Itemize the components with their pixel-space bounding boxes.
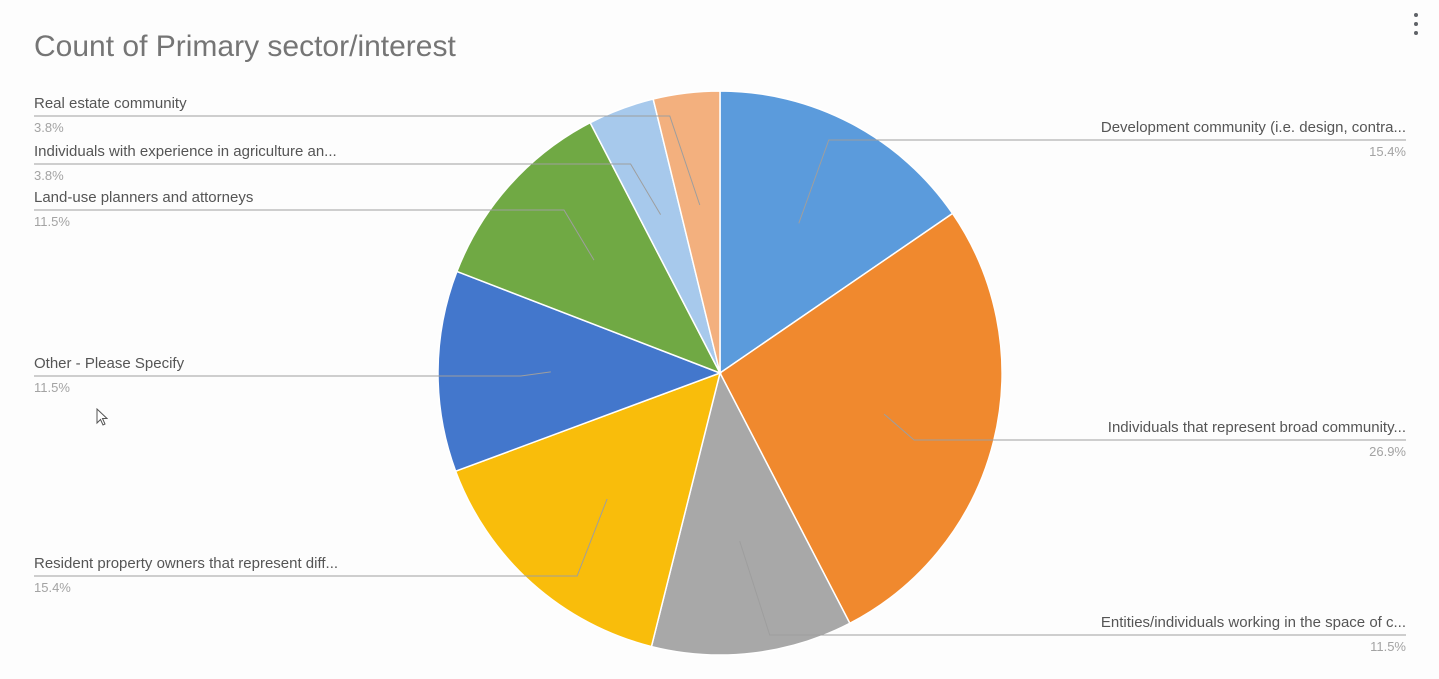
leader-line	[883, 413, 1406, 441]
slice-percent-label: 15.4%	[1369, 144, 1406, 159]
leader-line	[798, 139, 1406, 224]
slice-percent-label: 11.5%	[34, 214, 70, 229]
pie-slice[interactable]	[437, 270, 723, 473]
pie-slice[interactable]	[455, 121, 722, 375]
slice-percent-label: 11.5%	[1370, 639, 1406, 654]
slice-label: Entities/individuals working in the spac…	[1101, 614, 1406, 631]
leader-lines	[34, 115, 1406, 636]
slice-percent-label: 3.8%	[34, 120, 64, 135]
slice-label: Individuals that represent broad communi…	[1108, 419, 1406, 436]
leader-line	[34, 371, 551, 377]
menu-dot	[1414, 21, 1418, 26]
pie-slice[interactable]	[719, 90, 954, 375]
mouse-pointer-icon	[96, 408, 108, 426]
slice-percent-label: 15.4%	[34, 580, 71, 595]
pie-slice[interactable]	[650, 370, 851, 656]
menu-dot	[1414, 31, 1418, 36]
leader-line	[34, 115, 701, 206]
pie-slice[interactable]	[719, 212, 1003, 625]
pie-slices	[437, 90, 1003, 656]
pie-slice[interactable]	[652, 90, 721, 374]
slice-percent-label: 26.9%	[1369, 444, 1406, 459]
leader-line	[34, 209, 595, 261]
slice-label: Development community (i.e. design, cont…	[1101, 119, 1406, 136]
slice-label: Other - Please Specify	[34, 355, 185, 372]
slice-label: Resident property owners that represent …	[34, 555, 338, 572]
slice-percent-label: 3.8%	[34, 168, 64, 183]
slice-label: Real estate community	[34, 95, 187, 112]
leader-line	[34, 498, 608, 577]
slice-percent-label: 11.5%	[34, 380, 70, 395]
slice-label: Individuals with experience in agricultu…	[34, 143, 337, 160]
leader-line	[739, 540, 1406, 636]
slice-labels: Development community (i.e. design, cont…	[34, 95, 1406, 654]
leader-line	[34, 163, 662, 215]
chart-title: Count of Primary sector/interest	[34, 30, 456, 63]
more-options-icon[interactable]	[1409, 10, 1423, 38]
pie-slice[interactable]	[454, 371, 722, 648]
slice-label: Land-use planners and attorneys	[34, 189, 253, 206]
menu-dot	[1414, 12, 1418, 17]
